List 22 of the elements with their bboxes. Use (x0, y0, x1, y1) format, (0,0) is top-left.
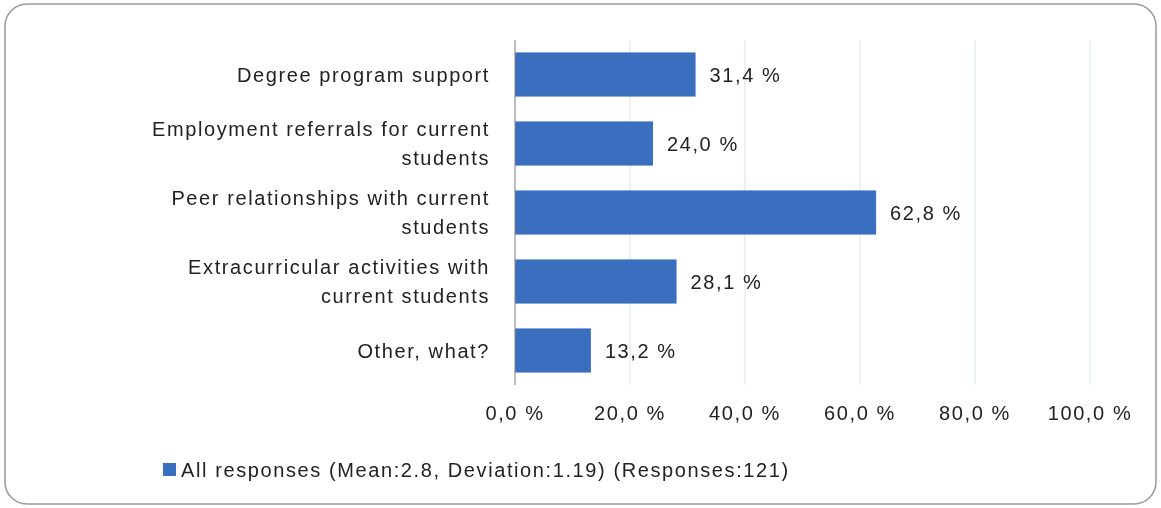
y-tick-label: Extracurricular activities with current students (188, 256, 490, 307)
x-tick-label: 80,0 % (939, 402, 1011, 424)
y-tick-label: Other, what? (357, 339, 490, 362)
data-label: 31,4 % (709, 63, 782, 86)
data-label: 62,8 % (890, 201, 962, 224)
x-tick-label: 60,0 % (824, 402, 896, 424)
y-tick-label: Employment referrals for current students (152, 118, 490, 169)
bar (515, 190, 877, 235)
bar (515, 121, 653, 166)
bar (515, 52, 696, 97)
x-tick-label: 20,0 % (594, 402, 666, 424)
x-tick-label: 0,0 % (485, 402, 545, 424)
data-label: 28,1 % (690, 270, 763, 293)
y-tick-label: Degree program support (236, 63, 490, 86)
legend-label: All responses (Mean:2.8, Deviation:1.19) (Responses:121) (181, 459, 790, 481)
bar (515, 259, 677, 304)
data-label: 13,2 % (604, 339, 677, 362)
x-tick-label: 100,0 % (1047, 402, 1133, 424)
y-tick-label: Peer relationships with current students (171, 187, 490, 238)
x-tick-label: 40,0 % (709, 402, 781, 424)
bar (515, 328, 591, 373)
data-label: 24,0 % (667, 132, 739, 155)
